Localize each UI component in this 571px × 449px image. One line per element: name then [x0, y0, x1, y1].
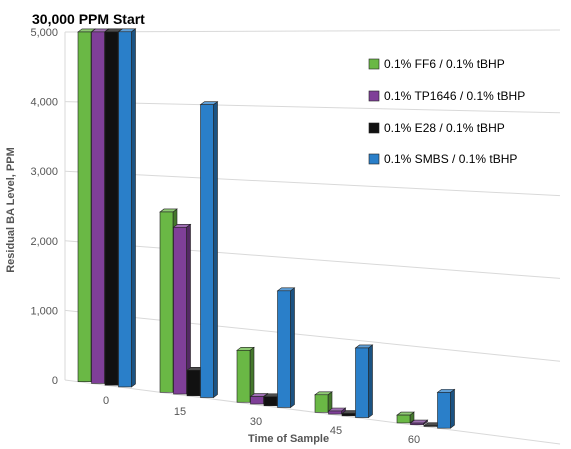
legend-item: 0.1% SMBS / 0.1% tBHP	[368, 152, 517, 166]
bar	[117, 28, 137, 388]
gridline	[64, 240, 561, 279]
bar	[236, 346, 255, 403]
gridline	[64, 101, 561, 114]
gridline	[64, 29, 561, 33]
y-tick-label: 2,000	[30, 236, 58, 248]
legend: 0.1% FF6 / 0.1% tBHP 0.1% TP1646 / 0.1% t…	[368, 57, 525, 166]
legend-label: 0.1% FF6 / 0.1% tBHP	[384, 57, 505, 71]
legend-label: 0.1% SMBS / 0.1% tBHP	[384, 152, 517, 166]
legend-label: 0.1% E28 / 0.1% tBHP	[384, 121, 505, 135]
x-axis-label: Time of Sample	[248, 433, 329, 445]
bars	[77, 28, 456, 429]
gridlines	[64, 29, 561, 445]
gridline	[64, 170, 561, 197]
x-tick-label: 45	[330, 425, 342, 437]
gridline	[64, 309, 561, 362]
legend-item: 0.1% TP1646 / 0.1% tBHP	[368, 89, 525, 103]
bar	[436, 388, 456, 429]
x-tick-label: 30	[250, 416, 262, 428]
y-tick-label: 3,000	[30, 166, 58, 178]
y-tick-label: 4,000	[30, 97, 58, 109]
x-tick-label: 60	[408, 434, 420, 446]
x-tick-label: 15	[174, 406, 186, 418]
bar	[276, 287, 296, 409]
legend-swatch	[368, 90, 380, 102]
x-tick-label: 0	[103, 395, 109, 407]
y-tick-label: 0	[52, 375, 58, 387]
legend-swatch	[368, 58, 380, 70]
bar	[396, 411, 415, 424]
chart-title: 30,000 PPM Start	[32, 11, 145, 27]
legend-item: 0.1% E28 / 0.1% tBHP	[368, 121, 505, 135]
legend-label: 0.1% TP1646 / 0.1% tBHP	[384, 89, 525, 103]
bar	[409, 419, 429, 426]
y-tick-label: 1,000	[30, 305, 58, 317]
bar	[172, 223, 192, 395]
gridline	[64, 379, 561, 445]
legend-swatch	[368, 153, 380, 165]
legend-item: 0.1% FF6 / 0.1% tBHP	[368, 57, 505, 71]
bar	[354, 344, 374, 419]
y-tick-label: 5,000	[30, 27, 58, 39]
y-axis-ticks: 0 1,000 2,000 3,000 4,000 5,000	[30, 27, 58, 387]
bar	[199, 101, 219, 399]
y-axis-label: Residual BA Level, PPM	[5, 147, 17, 273]
bar	[314, 391, 333, 413]
x-axis-ticks: 0 15 30 45 60	[103, 395, 420, 446]
legend-swatch	[368, 122, 380, 134]
